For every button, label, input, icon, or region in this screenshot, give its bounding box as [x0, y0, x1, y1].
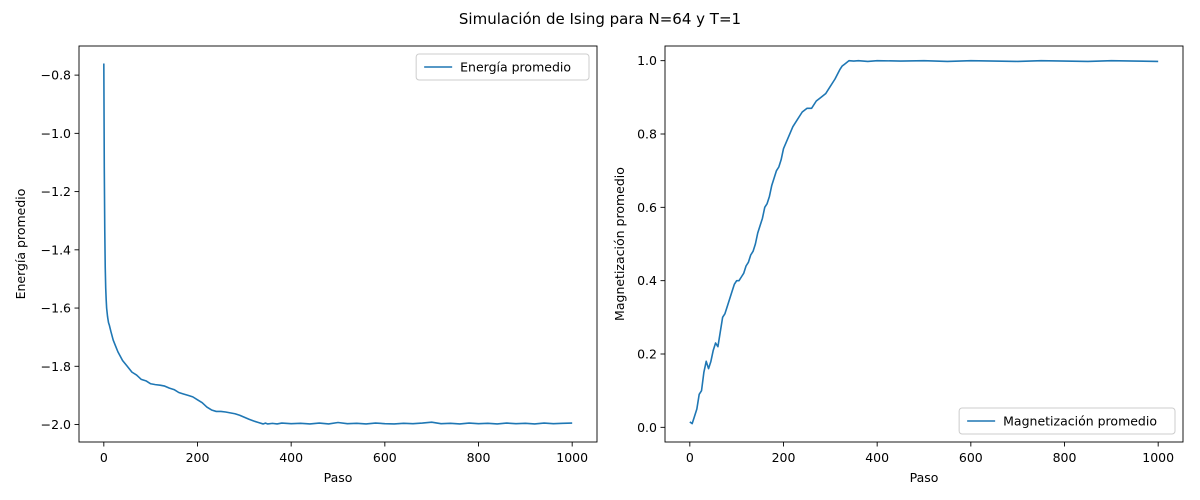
x-tick-label: 1000: [1142, 450, 1174, 465]
legend-label: Energía promedio: [460, 60, 571, 75]
legend-label: Magnetización promedio: [1003, 414, 1157, 429]
legend: Magnetización promedio: [958, 407, 1176, 435]
y-tick-label: 0.4: [637, 273, 657, 288]
y-tick-label: −1.6: [41, 301, 71, 316]
x-tick-label: 0: [100, 450, 108, 465]
x-axis-label: Paso: [324, 470, 353, 485]
magnetization-plot: 0 200 400 600 800 1000 0.0 0.2 0.4 0.6 0.8 1.0 Paso M…: [612, 45, 1184, 485]
y-tick-label: 0.0: [637, 420, 657, 435]
legend-box: [415, 53, 590, 81]
x-tick-label: 200: [772, 450, 796, 465]
x-tick-label: 0: [686, 450, 694, 465]
y-tick-label: −1.0: [41, 126, 71, 141]
x-tick-label: 600: [373, 450, 397, 465]
x-tick-label: 600: [959, 450, 983, 465]
series-line-0: [103, 63, 573, 425]
y-tick-label: 0.6: [637, 200, 657, 215]
y-tick-label: 1.0: [637, 53, 657, 68]
y-tick-label: −1.4: [41, 242, 71, 257]
x-tick-label: 800: [1053, 450, 1077, 465]
y-tick-label: −1.8: [41, 359, 71, 374]
y-tick-label: 0.2: [637, 347, 657, 362]
series-line-0: [689, 59, 1159, 425]
y-tick-label: 0.8: [637, 127, 657, 142]
y-tick-label: −2.0: [41, 417, 71, 432]
y-axis-label: Magnetización promedio: [612, 167, 627, 321]
x-axis-label: Paso: [910, 470, 939, 485]
y-axis-label: Energía promedio: [13, 189, 28, 300]
axes-frame: [664, 45, 1184, 443]
x-tick-label: 400: [865, 450, 889, 465]
y-tick-label: −0.8: [41, 68, 71, 83]
figure-title: Simulación de Ising para N=64 y T=1: [459, 10, 741, 28]
x-tick-label: 200: [186, 450, 210, 465]
legend: Energía promedio: [415, 53, 590, 81]
x-tick-label: 400: [279, 450, 303, 465]
x-tick-label: 1000: [556, 450, 588, 465]
energy-plot: 0 200 400 600 800 1000 −2.0 −1.8 −1.6 −1.4 −1.2 −1.…: [13, 45, 598, 485]
y-tick-label: −1.2: [41, 184, 71, 199]
x-tick-label: 800: [467, 450, 491, 465]
axes-frame: [78, 45, 598, 443]
legend-box: [958, 407, 1176, 435]
